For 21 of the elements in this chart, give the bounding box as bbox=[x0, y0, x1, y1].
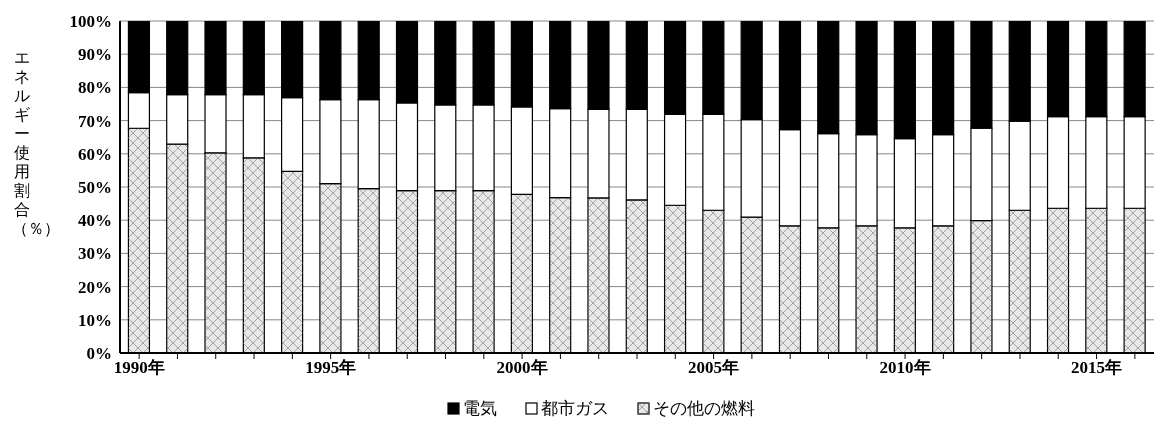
y-tick-label: 70% bbox=[78, 111, 112, 131]
y-tick-label: 60% bbox=[78, 144, 112, 164]
legend-label: 電気 bbox=[463, 398, 497, 420]
x-tick-label: 2015年 bbox=[1071, 358, 1123, 378]
x-tick-label: 1995年 bbox=[305, 358, 357, 378]
x-tick-label: 2005年 bbox=[688, 358, 740, 378]
y-tick-label: 0% bbox=[86, 344, 112, 364]
legend-label: 都市ガス bbox=[541, 398, 609, 420]
text: エネルギー使用割合（％） bbox=[12, 48, 60, 238]
y-tick-label: 100% bbox=[69, 12, 112, 32]
legend-label: その他の燃料 bbox=[653, 398, 755, 420]
y-tick-label: 20% bbox=[78, 277, 112, 297]
y-tick-label: 10% bbox=[78, 310, 112, 330]
x-tick-label: 2000年 bbox=[496, 358, 548, 378]
x-tick-label: 1990年 bbox=[113, 358, 165, 378]
y-tick-label: 40% bbox=[78, 211, 112, 231]
y-tick-label: 80% bbox=[78, 78, 112, 98]
x-tick-label: 2010年 bbox=[879, 358, 931, 378]
y-tick-label: 50% bbox=[78, 178, 112, 198]
y-tick-label: 90% bbox=[78, 45, 112, 65]
y-tick-label: 30% bbox=[78, 244, 112, 264]
